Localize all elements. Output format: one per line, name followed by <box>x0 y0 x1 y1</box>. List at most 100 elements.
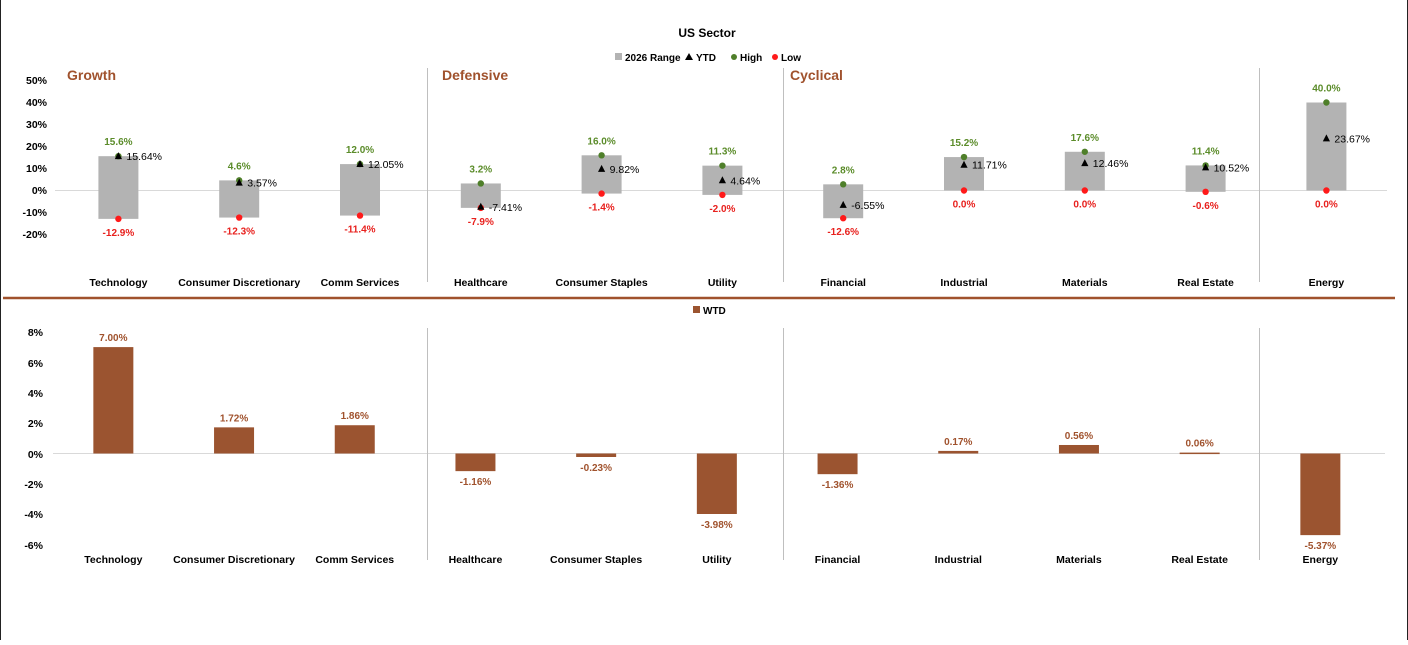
high-label-consumer-discretionary: 4.6% <box>228 161 251 172</box>
high-marker-financial <box>840 181 847 188</box>
high-label-industrial: 15.2% <box>950 138 978 149</box>
chart-title: US Sector <box>678 26 736 40</box>
legend-high-marker <box>731 54 737 60</box>
high-label-energy: 40.0% <box>1312 84 1340 95</box>
low-marker-financial <box>840 215 847 222</box>
y-tick: 8% <box>28 327 44 339</box>
high-marker-energy <box>1323 99 1330 106</box>
ytd-label-financial: -6.55% <box>851 200 884 212</box>
low-label-industrial: 0.0% <box>953 200 976 211</box>
ytd-label-technology: 15.64% <box>126 151 162 163</box>
wtd-bar-technology <box>93 347 134 454</box>
y-tick: -10% <box>22 207 47 219</box>
high-label-materials: 17.6% <box>1071 133 1099 144</box>
y-tick: 40% <box>26 97 48 109</box>
wtd-label-utility: -3.98% <box>701 520 733 531</box>
wtd-legend: WTD <box>693 306 726 317</box>
ytd-label-utility: 4.64% <box>730 175 760 187</box>
wtd-bar-utility <box>696 453 737 514</box>
legend-low-label: Low <box>781 53 801 64</box>
wtd-bar-healthcare <box>455 453 496 472</box>
ytd-marker-comm-services <box>356 159 364 167</box>
ytd-marker-financial <box>839 200 847 208</box>
y-tick: 30% <box>26 119 48 131</box>
group-label-cyclical: Cyclical <box>790 67 843 83</box>
low-marker-utility <box>719 191 726 199</box>
range-bar-consumer-discretionary <box>219 180 260 218</box>
range-bar-energy <box>1306 102 1347 191</box>
wtd-label-industrial: 0.17% <box>944 437 972 448</box>
wtd-category-label-industrial: Industrial <box>935 554 982 566</box>
y-tick: 4% <box>28 388 44 400</box>
wtd-category-label-technology: Technology <box>84 554 142 566</box>
high-marker-consumer-staples <box>598 152 605 159</box>
ytd-marker-consumer-discretionary <box>235 178 243 186</box>
ytd-label-healthcare: -7.41% <box>489 202 522 214</box>
wtd-label-materials: 0.56% <box>1065 431 1093 442</box>
legend-high-label: High <box>740 53 762 64</box>
wtd-label-technology: 7.00% <box>99 333 127 344</box>
high-label-comm-services: 12.0% <box>346 145 374 156</box>
ytd-label-consumer-discretionary: 3.57% <box>247 178 277 190</box>
low-marker-materials <box>1081 187 1089 194</box>
ytd-marker-technology <box>114 152 122 160</box>
wtd-bar-consumer-discretionary <box>214 427 255 454</box>
ytd-marker-consumer-staples <box>598 164 606 172</box>
ytd-label-materials: 12.46% <box>1093 158 1129 170</box>
legend-range-label: 2026 Range <box>625 53 681 64</box>
ytd-marker-industrial <box>960 160 968 168</box>
ytd-marker-real-estate <box>1202 163 1210 171</box>
y-tick: 6% <box>28 358 44 370</box>
ytd-label-real-estate: 10.52% <box>1214 162 1250 174</box>
range-bar-consumer-staples <box>581 155 622 194</box>
legend-wtd-swatch <box>693 306 700 313</box>
range-bar-comm-services <box>340 164 380 216</box>
y-tick: 0% <box>32 185 48 197</box>
ytd-marker-materials <box>1081 159 1089 167</box>
low-label-real-estate: -0.6% <box>1193 201 1219 212</box>
category-label-utility: Utility <box>708 277 737 289</box>
wtd-category-label-real-estate: Real Estate <box>1171 554 1228 566</box>
high-marker-healthcare <box>477 180 484 187</box>
low-marker-industrial <box>960 187 968 194</box>
wtd-bar-financial <box>817 453 858 475</box>
legend-ytd-marker <box>685 53 693 60</box>
low-marker-real-estate <box>1202 188 1209 196</box>
ytd-marker-healthcare <box>477 202 485 210</box>
wtd-category-label-financial: Financial <box>815 554 861 566</box>
wtd-category-label-comm-services: Comm Services <box>315 554 394 566</box>
category-label-real-estate: Real Estate <box>1177 277 1234 289</box>
low-marker-technology <box>115 215 122 223</box>
low-label-consumer-discretionary: -12.3% <box>223 227 255 238</box>
low-marker-consumer-discretionary <box>236 214 243 221</box>
group-label-growth: Growth <box>67 67 116 83</box>
low-marker-energy <box>1323 187 1330 194</box>
wtd-bar-consumer-staples <box>576 453 617 457</box>
low-label-consumer-staples: -1.4% <box>589 203 615 214</box>
wtd-category-label-energy: Energy <box>1303 554 1339 566</box>
wtd-label-financial: -1.36% <box>822 480 854 491</box>
wtd-bar-energy <box>1300 453 1341 536</box>
category-label-healthcare: Healthcare <box>454 277 508 289</box>
low-marker-consumer-staples <box>598 190 605 197</box>
low-label-energy: 0.0% <box>1315 200 1338 211</box>
wtd-label-consumer-discretionary: 1.72% <box>220 413 248 424</box>
wtd-category-label-healthcare: Healthcare <box>449 554 503 566</box>
high-label-financial: 2.8% <box>832 165 855 176</box>
ytd-label-consumer-staples: 9.82% <box>610 164 640 176</box>
y-tick: -2% <box>24 479 43 491</box>
range-y-axis: 50% 40% 30% 20% 10% 0% -10% -20% <box>22 75 47 241</box>
high-marker-industrial <box>960 153 968 161</box>
high-marker-utility <box>719 162 726 169</box>
group-label-defensive: Defensive <box>442 67 508 83</box>
low-marker-comm-services <box>356 212 364 219</box>
wtd-label-healthcare: -1.16% <box>460 477 492 488</box>
ytd-label-comm-services: 12.05% <box>368 159 404 171</box>
range-legend: 2026 Range YTD High Low <box>615 53 801 64</box>
category-label-consumer-staples: Consumer Staples <box>555 277 647 289</box>
wtd-bar-materials <box>1058 444 1099 454</box>
legend-ytd-label: YTD <box>696 53 716 64</box>
category-label-technology: Technology <box>89 277 147 289</box>
y-tick: 50% <box>26 75 48 87</box>
